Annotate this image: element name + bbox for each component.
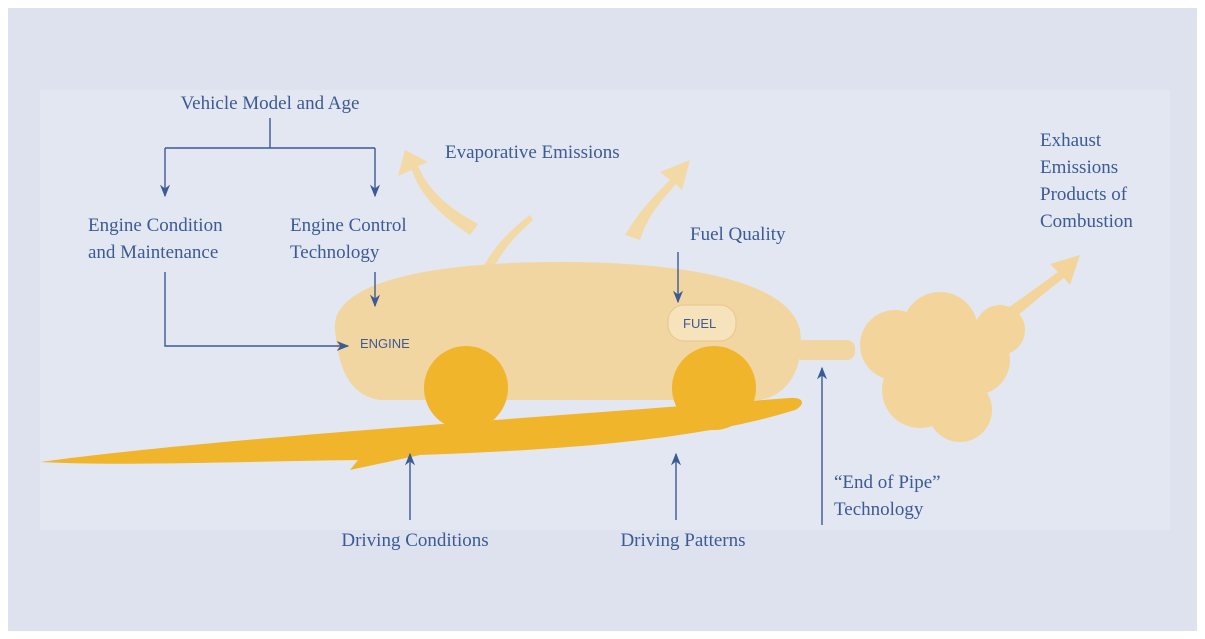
label: Emissions [1040, 157, 1118, 178]
label: Combustion [1040, 211, 1133, 232]
exhaust-pipe [795, 340, 855, 360]
label: Technology [834, 499, 924, 520]
label: Engine Control [290, 215, 407, 236]
label: and Maintenance [88, 242, 218, 263]
label: Engine Condition [88, 215, 223, 236]
label: Driving Conditions [341, 530, 488, 551]
label: Driving Patterns [620, 530, 745, 551]
wheel [672, 346, 756, 430]
label: “End of Pipe” [834, 472, 941, 493]
label: Exhaust [1040, 130, 1102, 151]
label: Vehicle Model and Age [181, 93, 360, 114]
label: Products of [1040, 184, 1128, 205]
wheel [424, 346, 508, 430]
label: ENGINE [360, 336, 410, 351]
label: Evaporative Emissions [445, 142, 620, 163]
label: FUEL [683, 316, 716, 331]
diagram: Vehicle Model and Age Engine Condition a… [0, 0, 1205, 639]
label: Fuel Quality [690, 224, 786, 245]
label: Technology [290, 242, 380, 263]
